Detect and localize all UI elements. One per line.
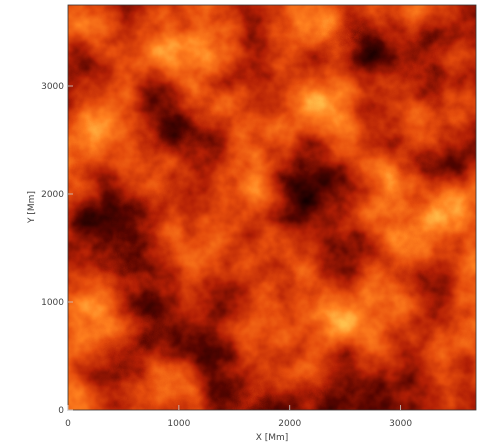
y-tick-label: 0 [58, 406, 64, 416]
y-axis-label: Y [Mm] [27, 191, 37, 224]
solar-image [68, 5, 476, 410]
x-tick-label: 0 [65, 419, 71, 429]
x-tick-label: 3000 [389, 419, 412, 429]
x-axis-label: X [Mm] [256, 433, 289, 443]
x-tick-label: 2000 [278, 419, 301, 429]
y-tick-label: 2000 [41, 190, 64, 200]
x-tick-label: 1000 [167, 419, 190, 429]
chart: X [Mm] Y [Mm] 0 1000 2000 3000 0 1000 2000 3000 [0, 0, 481, 447]
y-tick-label: 3000 [41, 82, 64, 92]
y-tick-label: 1000 [41, 298, 64, 308]
